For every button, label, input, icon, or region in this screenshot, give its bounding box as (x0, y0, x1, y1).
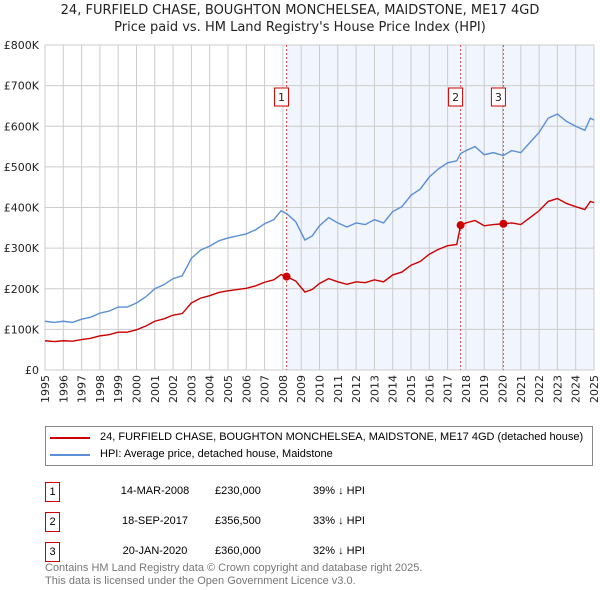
x-tick-label: 2015 (405, 375, 418, 403)
x-tick-label: 2012 (350, 375, 363, 403)
sale-label-box (274, 87, 290, 107)
sale-marker-label: 2 (45, 512, 60, 532)
x-tick-label: 2011 (332, 375, 345, 403)
y-tick-label: £200K (4, 283, 40, 296)
sale-point (499, 219, 508, 228)
x-tick-label: 1995 (39, 375, 52, 403)
x-tick-label: 2004 (204, 375, 217, 403)
sale-price: £356,500 (215, 515, 261, 527)
y-tick-label: £600K (4, 120, 40, 133)
sale-hpi-diff: 39% ↓ HPI (313, 485, 365, 497)
x-tick-label: 2003 (185, 375, 198, 403)
sale-point (456, 221, 465, 230)
x-tick-label: 2019 (478, 375, 491, 403)
sale-date: 18-SEP-2017 (121, 515, 189, 527)
sale-label-box (448, 87, 464, 107)
x-tick-label: 2024 (570, 375, 583, 403)
x-tick-label: 2022 (533, 375, 546, 403)
property-price-line (44, 197, 595, 343)
sale-label: 1 (278, 91, 285, 104)
x-tick-label: 2002 (167, 375, 180, 403)
y-tick-label: £0 (25, 364, 39, 377)
sale-label: 3 (495, 91, 502, 104)
legend: 24, FURFIELD CHASE, BOUGHTON MONCHELSEA,… (45, 426, 593, 466)
sale-label-box (490, 87, 506, 107)
legend-swatch-hpi (50, 453, 90, 456)
sale-point (282, 272, 291, 281)
x-tick-label: 1999 (112, 375, 125, 403)
x-tick-label: 2009 (295, 375, 308, 403)
x-tick-label: 2013 (368, 375, 381, 403)
x-tick-label: 2001 (149, 375, 162, 403)
sale-label: 2 (452, 91, 459, 104)
x-tick-label: 2018 (460, 375, 473, 403)
sale-marker-label: 1 (45, 482, 60, 502)
plot-border (44, 44, 595, 371)
x-tick-label: 2005 (222, 375, 235, 403)
sale-hpi-diff: 32% ↓ HPI (313, 545, 365, 557)
y-tick-label: £500K (4, 161, 40, 174)
y-tick-label: £800K (4, 39, 40, 52)
y-tick-label: £400K (4, 202, 40, 215)
legend-swatch-property (50, 436, 90, 439)
x-tick-label: 2021 (515, 375, 528, 403)
x-tick-label: 2017 (442, 375, 455, 403)
y-tick-label: £700K (4, 80, 40, 93)
y-tick-label: £100K (4, 323, 40, 336)
x-tick-label: 2014 (387, 375, 400, 403)
x-tick-label: 2025 (588, 375, 600, 403)
x-tick-label: 2020 (497, 375, 510, 403)
sale-marker-label: 3 (45, 542, 60, 562)
plot-area: £0 £100K £200K £300K £400K £500K £600K £700K £80… (4, 39, 600, 403)
y-tick-label: £300K (4, 242, 40, 255)
x-tick-label: 1996 (57, 375, 70, 403)
x-tick-label: 2023 (551, 375, 564, 403)
x-tick-label: 2000 (131, 375, 144, 403)
x-tick-label: 2016 (423, 375, 436, 403)
chart-subtitle: Price paid vs. HM Land Registry's House … (114, 20, 486, 35)
sale-date: 20-JAN-2020 (122, 545, 188, 557)
legend-label-hpi: HPI: Average price, detached house, Maid… (100, 448, 333, 460)
hpi-line (44, 113, 595, 324)
sale-price: £360,000 (215, 545, 261, 557)
x-tick-label: 1998 (94, 375, 107, 403)
footer-copyright: Contains HM Land Registry data © Crown c… (45, 562, 423, 574)
x-tick-label: 2007 (259, 375, 272, 403)
sale-hpi-diff: 33% ↓ HPI (313, 515, 365, 527)
chart-title: 24, FURFIELD CHASE, BOUGHTON MONCHELSEA,… (60, 3, 540, 18)
x-tick-label: 2006 (240, 375, 253, 403)
legend-label-property: 24, FURFIELD CHASE, BOUGHTON MONCHELSEA,… (100, 431, 584, 443)
x-tick-label: 1997 (76, 375, 89, 403)
x-tick-label: 2010 (314, 375, 327, 403)
sale-date: 14-MAR-2008 (120, 485, 190, 497)
footer-licence: This data is licensed under the Open Gov… (45, 575, 356, 587)
x-tick-label: 2008 (277, 375, 290, 403)
sale-price: £230,000 (215, 485, 261, 497)
